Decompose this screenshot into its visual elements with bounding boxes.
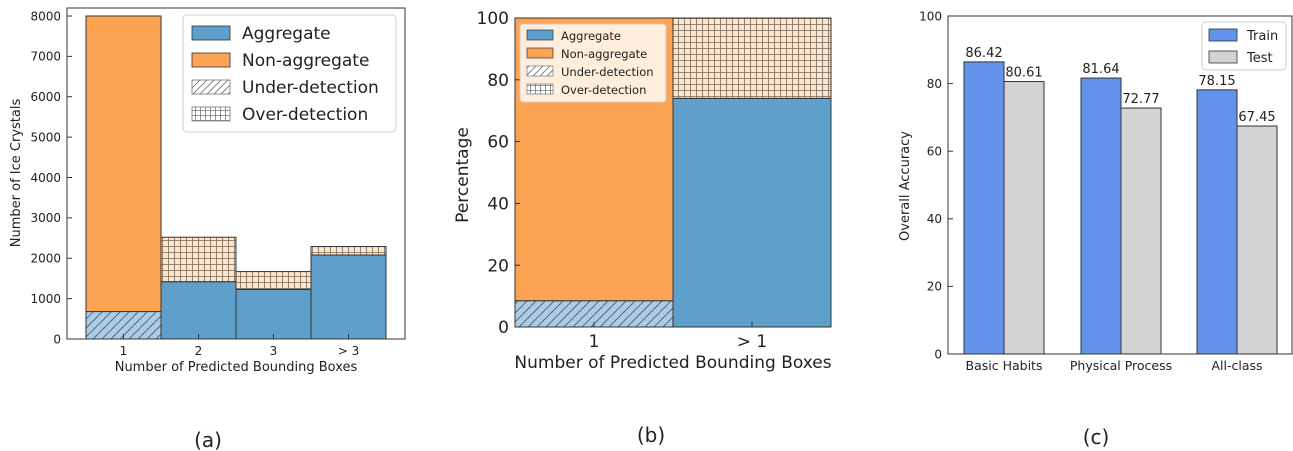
y-tick-label: 20 [487, 256, 509, 276]
data-label: 78.15 [1198, 74, 1235, 89]
y-tick-label: 2000 [30, 252, 61, 266]
y-tick-label: 0 [934, 347, 942, 361]
chart-c-ylabel: Overall Accuracy [898, 131, 913, 241]
x-tick-label: 1 [120, 344, 128, 358]
chart-a-legend: Aggregate Non-aggregate Under-detection … [182, 14, 397, 133]
legend-swatch-over-detection [191, 106, 231, 122]
data-label: 67.45 [1238, 110, 1275, 125]
chart-b-caption: (b) [637, 423, 665, 447]
y-tick-label: 6000 [30, 90, 61, 104]
y-tick-label: 0 [498, 318, 509, 338]
legend-swatch-non-aggregate [526, 47, 554, 59]
chart-b-ylabel: Percentage [453, 127, 473, 223]
y-tick-label: 100 [919, 9, 942, 23]
y-tick-label: 20 [927, 280, 942, 294]
chart-b: 0 20 40 60 80 100 1 > 1 Percentage Number of P… [453, 9, 832, 447]
x-tick-label: > 3 [338, 344, 360, 358]
x-tick-label: Basic Habits [966, 358, 1043, 373]
y-tick-label: 8000 [30, 9, 61, 23]
chart-a-y-axis: 0 1000 2000 3000 4000 5000 6000 7000 8000 [30, 9, 72, 346]
y-tick-label: 0 [53, 332, 61, 346]
y-tick-label: 60 [487, 133, 509, 153]
bar-test [1003, 81, 1045, 355]
chart-c-frame [947, 15, 1293, 355]
bar-over-detection [235, 271, 312, 290]
chart-a-caption: (a) [194, 428, 222, 451]
y-tick-label: 40 [927, 212, 942, 226]
legend-label-train: Train [1246, 29, 1278, 44]
bar-train [963, 61, 1005, 355]
y-tick-label: 1000 [30, 292, 61, 306]
x-tick-label: Physical Process [1070, 358, 1172, 373]
legend-swatch-train [1208, 28, 1238, 42]
bar-train [1196, 89, 1238, 355]
legend-label-aggregate: Aggregate [561, 29, 621, 43]
y-tick-label: 60 [927, 145, 942, 159]
x-tick-label: All-class [1211, 358, 1262, 373]
chart-c-legend: Train Test [1201, 21, 1287, 71]
legend-label-non-aggregate: Non-aggregate [561, 47, 647, 61]
y-tick-label: 3000 [30, 211, 61, 225]
chart-b-xlabel: Number of Predicted Bounding Boxes [514, 353, 831, 373]
bar-aggregate [310, 254, 387, 340]
chart-b-y-axis: 0 20 40 60 80 100 [477, 9, 520, 338]
legend-swatch-non-aggregate [191, 52, 231, 68]
legend-swatch-over-detection [526, 83, 554, 95]
legend-label-under-detection: Under-detection [242, 78, 379, 98]
chart-a-xlabel: Number of Predicted Bounding Boxes [115, 360, 358, 375]
bar-over-detection [672, 17, 832, 99]
chart-a-ylabel: Number of Ice Crystals [9, 99, 24, 248]
bar-test [1236, 125, 1278, 355]
chart-b-frame [514, 17, 832, 328]
legend-label-over-detection: Over-detection [561, 83, 646, 97]
x-tick-label: 2 [195, 344, 203, 358]
bar-aggregate [235, 288, 312, 340]
x-tick-label: > 1 [737, 332, 767, 352]
y-tick-label: 5000 [30, 130, 61, 144]
bar-test [1120, 107, 1162, 355]
y-tick-label: 4000 [30, 171, 61, 185]
chart-b-legend-box [519, 23, 667, 103]
legend-label-test: Test [1246, 51, 1273, 66]
y-tick-label: 80 [487, 71, 509, 91]
bar-train [1080, 77, 1122, 355]
legend-swatch-test [1208, 50, 1238, 64]
bar-over-detection [160, 236, 237, 283]
chart-a-bars [85, 15, 387, 340]
x-tick-label: 3 [270, 344, 278, 358]
legend-swatch-under-detection [191, 79, 231, 95]
bar-aggregate [672, 97, 832, 328]
chart-c-x-axis: Basic Habits Physical Process All-class [966, 349, 1263, 373]
y-tick-label: 40 [487, 195, 509, 215]
legend-label-non-aggregate: Non-aggregate [242, 51, 369, 71]
chart-c-y-axis: 0 20 40 60 80 100 [919, 9, 953, 361]
bar-over-detection [310, 246, 387, 256]
chart-a-legend-box [182, 14, 397, 133]
data-label: 72.77 [1122, 92, 1159, 107]
legend-label-aggregate: Aggregate [242, 24, 331, 44]
legend-label-over-detection: Over-detection [242, 105, 368, 125]
bar-non-aggregate [85, 15, 162, 313]
chart-b-legend: Aggregate Non-aggregate Under-detection … [519, 23, 667, 103]
data-label: 80.61 [1005, 66, 1042, 81]
chart-a-frame [66, 7, 406, 340]
legend-swatch-aggregate [191, 25, 231, 41]
chart-b-x-axis: 1 > 1 [589, 322, 767, 352]
chart-a: 0 1000 2000 3000 4000 5000 6000 7000 8000 1 2 3 > 3… [9, 7, 406, 451]
bar-aggregate [160, 281, 237, 340]
data-label: 86.42 [965, 46, 1002, 61]
legend-swatch-under-detection [526, 65, 554, 77]
chart-a-x-axis: 1 2 3 > 3 [120, 334, 360, 358]
data-label: 81.64 [1082, 62, 1119, 77]
x-tick-label: 1 [589, 332, 600, 352]
y-tick-label: 100 [477, 9, 509, 29]
legend-swatch-aggregate [526, 29, 554, 41]
legend-label-under-detection: Under-detection [561, 65, 654, 79]
y-tick-label: 7000 [30, 50, 61, 64]
chart-c-caption: (c) [1083, 425, 1110, 449]
y-tick-label: 80 [927, 77, 942, 91]
